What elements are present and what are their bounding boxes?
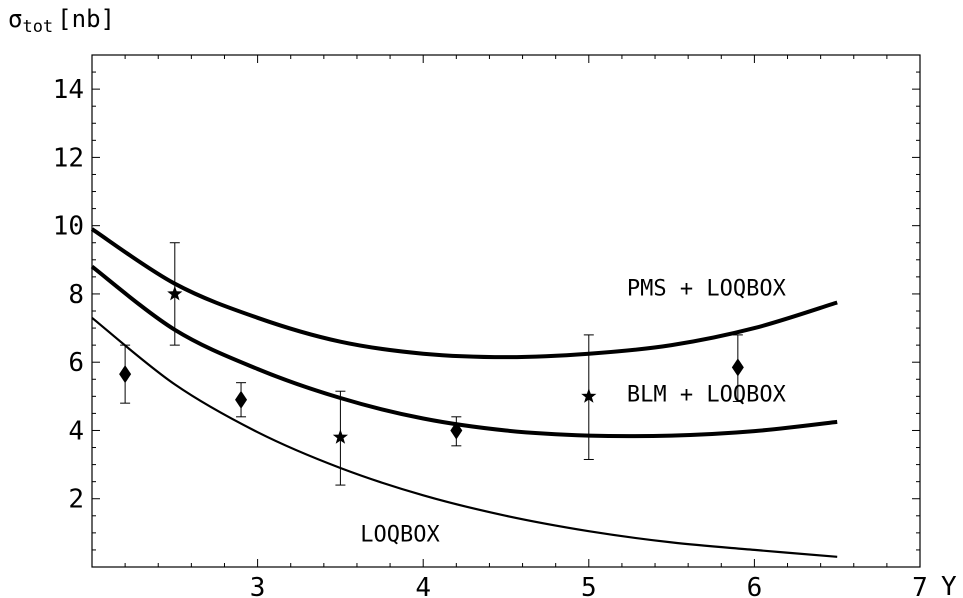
y-axis-label-unit: [nb] — [57, 5, 115, 33]
data-point-diamond — [731, 334, 744, 402]
y-tick-label: 2 — [68, 485, 84, 515]
x-axis-label: Y — [941, 572, 957, 598]
data-point-diamond — [450, 416, 463, 447]
y-tick-label: 4 — [68, 416, 84, 446]
y-tick-label: 10 — [53, 212, 84, 242]
major-ticks — [92, 55, 921, 567]
diamond-marker — [119, 365, 132, 384]
diamond-marker — [731, 358, 744, 377]
x-tick-label: 5 — [581, 573, 597, 598]
tick-labels: 3 4 5 6 7 2 4 6 8 10 12 14 — [53, 75, 928, 598]
curves — [90, 227, 838, 558]
curve-loqbox — [91, 316, 838, 558]
data-point-star — [332, 390, 348, 486]
data-point-star — [581, 334, 597, 460]
annotation-blm-loqbox: BLM + LOQBOX — [627, 382, 787, 407]
data-point-diamond — [119, 344, 132, 404]
plot-frame — [91, 54, 921, 568]
annotation-loqbox: LOQBOX — [360, 522, 440, 547]
star-marker — [332, 429, 348, 444]
y-tick-label: 8 — [68, 280, 84, 310]
y-axis-label: σtot [nb] — [8, 5, 115, 37]
data-points — [119, 242, 744, 486]
y-axis-label-symbol: σ — [8, 5, 22, 33]
data-point-diamond — [235, 382, 248, 418]
curve-pms-loqbox — [90, 227, 838, 360]
y-tick-label: 14 — [53, 75, 84, 105]
star-marker — [581, 388, 597, 403]
diamond-marker — [450, 421, 463, 440]
annotations: PMS + LOQBOX BLM + LOQBOX LOQBOX — [360, 277, 786, 548]
y-tick-label: 6 — [68, 348, 84, 378]
y-tick-label: 12 — [53, 143, 84, 173]
minor-ticks — [92, 55, 920, 567]
annotation-pms-loqbox: PMS + LOQBOX — [627, 277, 787, 302]
data-point-star — [167, 242, 183, 346]
curve-blm-loqbox — [90, 265, 838, 439]
x-tick-label: 3 — [250, 573, 266, 598]
y-axis-label-subscript: tot — [22, 17, 53, 37]
x-tick-label: 6 — [747, 573, 763, 598]
star-marker — [167, 285, 183, 301]
x-tick-label: 7 — [912, 573, 928, 598]
diamond-marker — [235, 390, 248, 409]
x-tick-label: 4 — [415, 573, 431, 598]
